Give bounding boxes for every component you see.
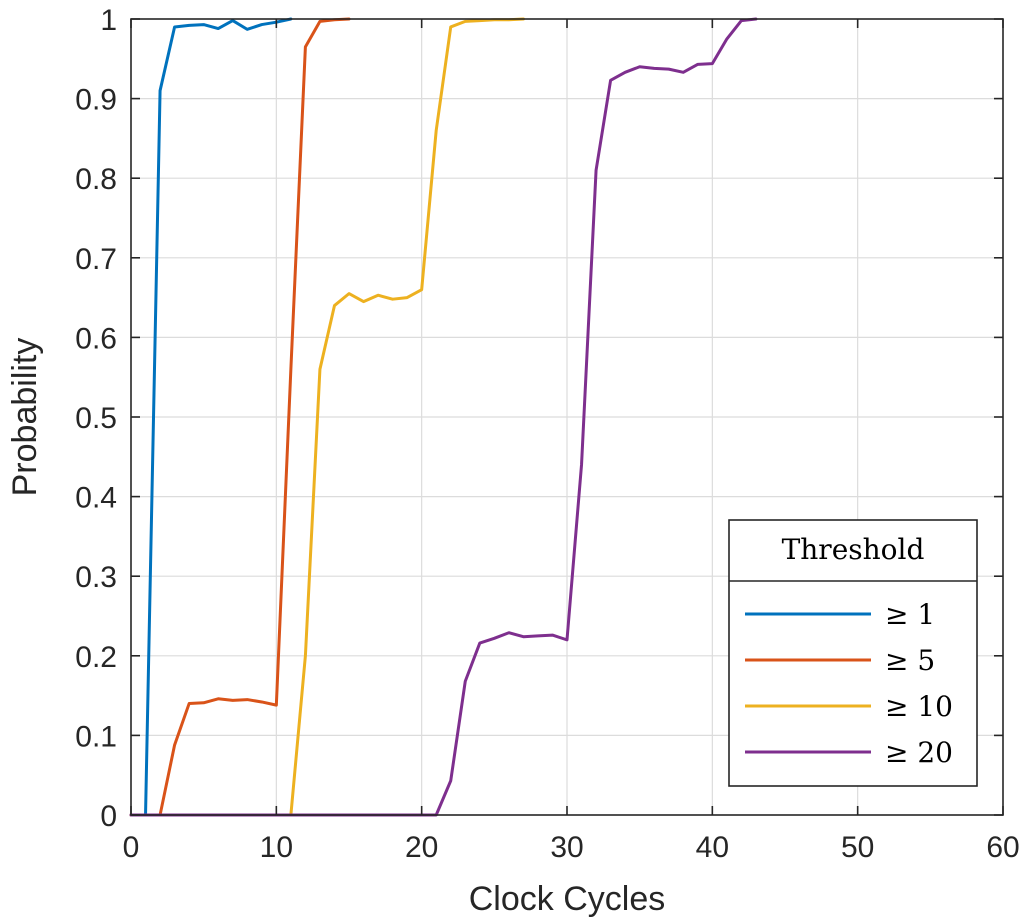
series-line-1 <box>129 17 293 817</box>
y-tick-label: 0.5 <box>75 402 117 435</box>
x-tick-label: 60 <box>986 831 1019 864</box>
legend-title: Threshold <box>782 533 925 566</box>
series-line-2 <box>129 17 351 817</box>
y-tick-label: 0.9 <box>75 84 117 117</box>
y-tick-label: 0.2 <box>75 641 117 674</box>
x-axis-title: Clock Cycles <box>469 880 665 918</box>
y-tick-label: 0.7 <box>75 243 117 276</box>
y-tick-label: 0.6 <box>75 322 117 355</box>
y-tick-label: 0.4 <box>75 482 117 515</box>
legend-label-4: ≥ 20 <box>885 736 953 769</box>
y-axis-title: Probability <box>6 338 44 497</box>
x-tick-label: 10 <box>260 831 293 864</box>
legend-box <box>728 519 978 787</box>
y-tick-label: 1 <box>100 4 117 37</box>
legend-label-3: ≥ 10 <box>885 690 953 723</box>
x-tick-label: 0 <box>123 831 140 864</box>
y-tick-label: 0.1 <box>75 720 117 753</box>
grid-lines <box>131 19 1003 815</box>
legend-label-2: ≥ 5 <box>885 644 935 677</box>
y-tick-label: 0 <box>100 800 117 833</box>
legend-label-1: ≥ 1 <box>885 598 935 631</box>
y-tick-label: 0.8 <box>75 163 117 196</box>
axis-ticks: 0 10 20 30 40 50 60 0 0.1 0.2 0.3 0.4 0.5 0.6 0.7 0.8 0.… <box>75 4 1019 864</box>
x-tick-label: 50 <box>841 831 874 864</box>
legend: Threshold ≥ 1 ≥ 5 ≥ 10 ≥ 20 <box>728 519 978 787</box>
x-tick-label: 30 <box>550 831 583 864</box>
x-tick-label: 20 <box>405 831 438 864</box>
x-tick-label: 40 <box>696 831 729 864</box>
y-tick-label: 0.3 <box>75 561 117 594</box>
